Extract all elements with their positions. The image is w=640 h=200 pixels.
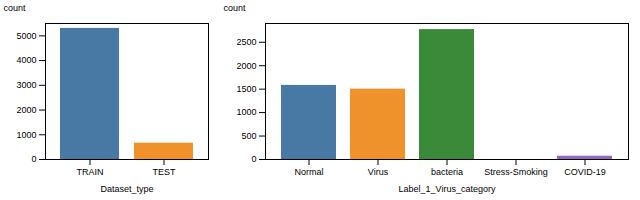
svg-text:count: count <box>224 3 247 13</box>
svg-text:count: count <box>4 3 27 13</box>
svg-text:4000: 4000 <box>16 55 36 65</box>
svg-text:Virus: Virus <box>368 167 389 177</box>
svg-text:bacteria: bacteria <box>431 167 463 177</box>
svg-text:Dataset_type: Dataset_type <box>100 184 153 194</box>
svg-text:3000: 3000 <box>16 80 36 90</box>
svg-text:5000: 5000 <box>16 31 36 41</box>
svg-text:2000: 2000 <box>16 105 36 115</box>
svg-text:1000: 1000 <box>16 130 36 140</box>
svg-text:TEST: TEST <box>152 167 176 177</box>
svg-text:Label_1_Virus_category: Label_1_Virus_category <box>399 184 496 194</box>
svg-text:0: 0 <box>31 154 36 164</box>
svg-text:COVID-19: COVID-19 <box>564 167 606 177</box>
svg-text:500: 500 <box>241 131 256 141</box>
svg-text:1500: 1500 <box>236 84 256 94</box>
svg-text:2000: 2000 <box>236 61 256 71</box>
svg-text:2500: 2500 <box>236 37 256 47</box>
svg-text:TRAIN: TRAIN <box>77 167 104 177</box>
svg-text:Stress-Smoking: Stress-Smoking <box>484 167 548 177</box>
svg-text:0: 0 <box>251 154 256 164</box>
svg-text:Normal: Normal <box>294 167 323 177</box>
svg-text:1000: 1000 <box>236 107 256 117</box>
